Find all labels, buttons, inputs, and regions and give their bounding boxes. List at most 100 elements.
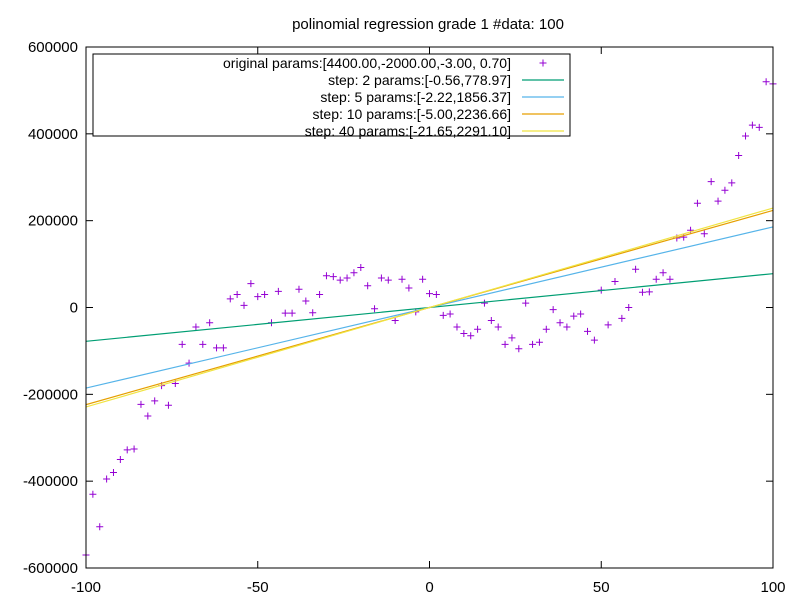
data-point xyxy=(322,272,330,280)
data-point xyxy=(474,325,482,333)
data-point xyxy=(728,179,736,187)
data-point xyxy=(123,446,131,454)
data-point xyxy=(144,412,152,420)
data-point xyxy=(343,274,351,282)
data-point xyxy=(721,186,729,194)
x-tick-label: 100 xyxy=(760,579,785,596)
data-point xyxy=(206,319,214,327)
data-point xyxy=(103,475,111,483)
y-tick-label: -400000 xyxy=(23,473,78,490)
legend-label: step: 5 params:[-2.22,1856.37] xyxy=(320,89,511,105)
data-point xyxy=(563,323,571,331)
data-point xyxy=(501,340,509,348)
regression-line-4 xyxy=(86,207,773,408)
data-point xyxy=(426,290,433,298)
data-point xyxy=(590,336,598,344)
data-point xyxy=(384,276,392,284)
data-point xyxy=(281,309,289,317)
data-point xyxy=(130,445,138,453)
data-point xyxy=(164,401,172,409)
data-point xyxy=(584,327,592,335)
y-tick-label: 0 xyxy=(70,300,78,317)
data-point xyxy=(96,523,104,531)
data-point xyxy=(625,304,633,311)
y-axis: -600000 -400000 -200000 0 200000 400000 600000 xyxy=(23,39,773,577)
data-point xyxy=(309,309,317,317)
data-point xyxy=(240,301,248,309)
data-point xyxy=(350,269,358,277)
data-point xyxy=(666,275,674,283)
data-point xyxy=(494,323,502,331)
data-point xyxy=(219,344,227,352)
y-tick-label: 200000 xyxy=(28,213,78,230)
legend-label: original params:[4400.00,-2000.00,-3.00,… xyxy=(223,55,511,71)
legend-box xyxy=(92,53,571,137)
data-point xyxy=(742,132,750,140)
data-point xyxy=(151,397,159,405)
data-point xyxy=(460,330,468,338)
x-tick-label: 0 xyxy=(425,579,433,596)
series-layer xyxy=(82,78,777,559)
x-axis: -100 -50 0 50 100 xyxy=(71,47,786,596)
data-point xyxy=(556,319,564,327)
data-point xyxy=(446,310,454,318)
data-point xyxy=(178,340,186,348)
data-point xyxy=(687,226,695,234)
data-point xyxy=(254,293,262,301)
data-point xyxy=(659,269,667,277)
data-point xyxy=(735,152,743,160)
data-point xyxy=(213,344,221,352)
data-point xyxy=(693,199,701,207)
data-point xyxy=(652,275,660,283)
data-point xyxy=(515,345,523,353)
data-point xyxy=(453,323,461,331)
data-point xyxy=(632,265,640,273)
data-point xyxy=(116,455,124,463)
data-point xyxy=(371,305,379,313)
data-point xyxy=(480,299,488,307)
data-point xyxy=(432,290,440,298)
data-point xyxy=(748,121,756,129)
data-point xyxy=(680,233,688,241)
y-tick-label: 400000 xyxy=(28,126,78,143)
data-point xyxy=(755,123,763,131)
y-tick-label: -600000 xyxy=(23,560,78,577)
data-point xyxy=(700,230,708,238)
data-point xyxy=(226,295,234,303)
data-point xyxy=(329,273,337,281)
data-point xyxy=(439,311,447,319)
data-point xyxy=(570,312,578,320)
data-point xyxy=(89,490,97,498)
data-point xyxy=(377,274,385,282)
data-point xyxy=(261,290,269,298)
data-point xyxy=(247,280,255,288)
data-point xyxy=(137,400,145,408)
data-point xyxy=(364,282,372,290)
data-point xyxy=(529,340,537,348)
data-point xyxy=(604,321,612,329)
data-point xyxy=(714,197,722,205)
data-point xyxy=(192,323,200,331)
data-point xyxy=(398,275,406,283)
data-point xyxy=(274,287,282,295)
data-point xyxy=(467,332,475,340)
data-point xyxy=(577,310,585,318)
data-point xyxy=(638,288,646,296)
data-point xyxy=(611,277,619,285)
legend-label: step: 40 params:[-21.65,2291.10] xyxy=(305,123,511,139)
y-tick-label: -200000 xyxy=(23,386,78,403)
legend-label: step: 2 params:[-0.56,778.97] xyxy=(328,72,511,88)
data-point xyxy=(199,340,207,348)
data-point xyxy=(762,78,770,86)
y-tick-label: 600000 xyxy=(28,39,78,56)
data-point xyxy=(707,178,715,186)
x-tick-label: -50 xyxy=(247,579,269,596)
data-point xyxy=(109,468,117,476)
data-point xyxy=(357,264,365,272)
data-point xyxy=(549,306,557,314)
legend-swatch xyxy=(539,59,547,67)
data-point xyxy=(233,290,241,298)
x-tick-label: -100 xyxy=(71,579,101,596)
data-point xyxy=(419,275,427,283)
